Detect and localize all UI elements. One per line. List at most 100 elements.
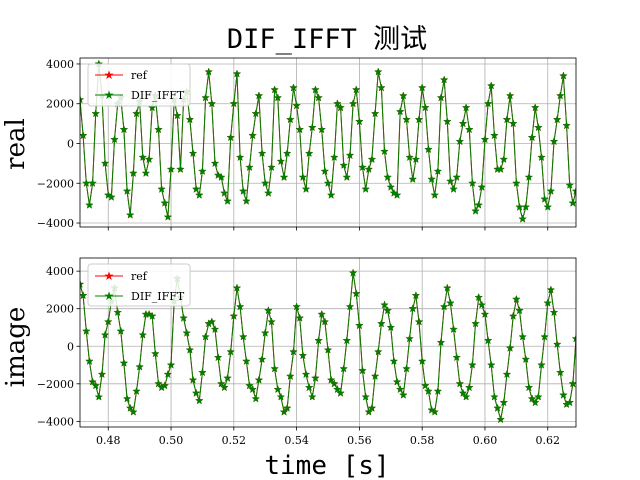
data-point-dif <box>223 196 232 205</box>
data-point-dif <box>399 390 408 399</box>
data-point-dif <box>559 390 568 399</box>
data-point-dif <box>232 283 242 292</box>
data-point-dif <box>424 145 433 153</box>
data-point-dif <box>436 93 446 102</box>
data-point-dif <box>553 115 562 124</box>
data-point-dif <box>323 178 333 187</box>
axes-frame <box>79 57 577 228</box>
data-point-dif <box>421 381 430 390</box>
data-point-dif <box>239 332 248 341</box>
data-point-dif <box>179 313 188 322</box>
data-point-dif <box>496 164 505 173</box>
data-point-dif <box>549 308 559 316</box>
data-point-dif <box>330 153 339 161</box>
data-point-dif <box>502 115 512 124</box>
data-point-dif <box>273 93 282 102</box>
data-point-dif <box>126 210 135 219</box>
data-point-dif <box>421 103 430 112</box>
data-point-dif <box>543 298 552 307</box>
legend-marker-dif: ★ <box>104 88 115 102</box>
data-point-dif <box>261 328 270 337</box>
data-point-dif <box>141 168 151 177</box>
data-point-dif <box>298 172 308 181</box>
data-point-dif <box>330 379 339 388</box>
data-point-dif <box>386 323 395 332</box>
data-point-dif <box>279 172 289 181</box>
data-point-dif <box>487 81 496 90</box>
data-point-dif <box>392 377 402 386</box>
data-point-dif <box>461 103 471 112</box>
data-point-dif <box>289 83 298 92</box>
x-tick-label: 0.58 <box>410 434 435 447</box>
data-point-dif <box>579 281 586 288</box>
data-point-dif <box>163 370 173 378</box>
subplot-real: −4000 −2000 0 2000 4000 ★ ref ★ DIF_IFFT rea… <box>1 57 601 231</box>
data-point-dif <box>254 91 264 100</box>
data-point-dif <box>396 107 405 116</box>
x-tick-label: 0.52 <box>222 434 247 447</box>
data-point-dif <box>446 298 455 307</box>
data-point-dif <box>126 403 135 412</box>
data-point-dif <box>374 347 383 356</box>
y-tick-label: 2000 <box>46 303 74 316</box>
data-point-dif <box>201 332 210 341</box>
data-point-dif <box>468 178 477 187</box>
data-point-ref <box>591 172 598 179</box>
data-point-dif <box>100 330 110 339</box>
data-point-dif <box>314 336 323 345</box>
data-point-dif <box>402 364 411 373</box>
data-point-dif <box>308 123 317 132</box>
data-point-dif <box>574 177 576 179</box>
data-point-dif <box>361 184 370 193</box>
data-point-ref <box>594 183 601 190</box>
data-point-dif <box>254 375 264 384</box>
data-point-dif <box>455 379 465 388</box>
data-point-dif <box>226 347 235 356</box>
data-point-dif <box>305 149 314 157</box>
data-point-dif <box>543 202 552 211</box>
data-point-dif <box>518 332 527 341</box>
data-point-ref <box>585 84 592 91</box>
data-point-ref <box>588 116 595 123</box>
data-point-dif <box>505 343 515 352</box>
data-point-dif <box>490 392 499 401</box>
data-point-dif <box>323 345 333 354</box>
data-point-dif <box>348 268 358 277</box>
data-point-dif <box>251 109 260 118</box>
data-point-dif <box>534 392 543 401</box>
data-point-dif <box>342 172 351 181</box>
data-point-dif <box>295 313 304 322</box>
data-point-dif <box>188 375 198 384</box>
data-point-dif <box>377 319 386 328</box>
data-point-dif <box>314 93 323 102</box>
data-point-dif <box>399 91 408 100</box>
data-point-dif <box>129 407 138 416</box>
data-point-dif <box>129 168 138 177</box>
data-point-dif <box>135 362 144 371</box>
data-point-dif <box>430 190 439 199</box>
data-point-dif <box>207 99 217 108</box>
data-point-dif <box>160 381 169 390</box>
legend-label-dif: DIF_IFFT <box>131 290 185 303</box>
data-point-dif <box>540 194 549 203</box>
data-point-dif <box>499 398 508 407</box>
data-point-dif <box>430 407 439 416</box>
data-point-dif <box>374 67 383 76</box>
data-point-ref <box>598 395 605 402</box>
data-point-dif <box>229 311 238 320</box>
data-point-dif <box>414 115 424 124</box>
data-point-dif <box>132 109 141 118</box>
data-point-dif <box>380 146 389 155</box>
data-point-dif <box>251 394 260 403</box>
data-point-dif <box>594 388 601 395</box>
data-point-dif <box>286 371 295 380</box>
data-point-dif <box>239 186 248 195</box>
data-point-dif <box>480 309 490 318</box>
data-point-dif <box>148 311 157 320</box>
data-point-dif <box>405 153 414 161</box>
data-point-dif <box>452 172 461 181</box>
data-point-dif <box>119 125 129 134</box>
data-point-ref <box>582 100 589 107</box>
data-point-dif <box>119 358 129 367</box>
data-point-dif <box>439 302 449 311</box>
